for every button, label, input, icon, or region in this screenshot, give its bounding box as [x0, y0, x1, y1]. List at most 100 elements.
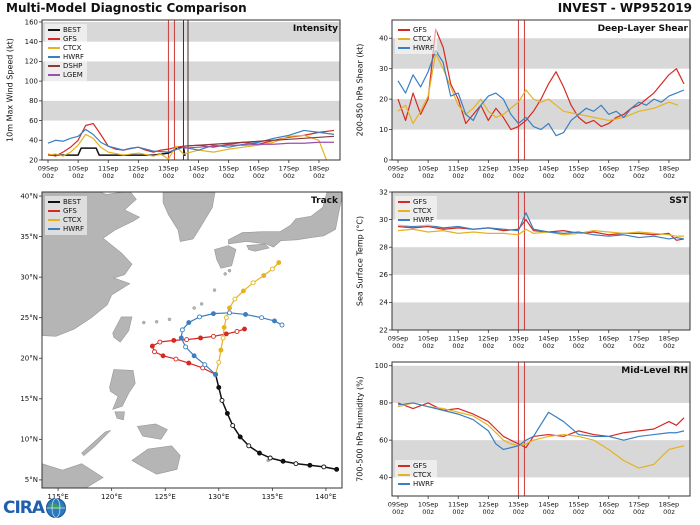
svg-text:00z: 00z [313, 172, 325, 180]
svg-text:11Sep: 11Sep [448, 165, 469, 173]
svg-text:00z: 00z [223, 172, 235, 180]
svg-text:15Sep: 15Sep [218, 165, 239, 173]
svg-text:10: 10 [379, 126, 388, 134]
panel-title-shear: Deep-Layer Shear [597, 24, 688, 34]
sst-y-axis-label: Sea Surface Temp (°C) [355, 215, 365, 307]
svg-text:15Sep: 15Sep [568, 165, 589, 173]
legend-item-HWRF: HWRF [48, 53, 84, 61]
svg-text:14Sep: 14Sep [538, 501, 559, 509]
legend-label: GFS [413, 198, 427, 206]
svg-text:00z: 00z [663, 342, 675, 350]
svg-text:115°E: 115°E [47, 493, 68, 501]
shear-panel: 0 10 20 30 40 09Sep 00z 10Sep 00z 11Sep 00z 12Sep 00… [350, 16, 700, 186]
svg-text:18Sep: 18Sep [659, 501, 680, 509]
svg-text:0: 0 [384, 156, 388, 164]
svg-text:11Sep: 11Sep [98, 165, 119, 173]
page-title: Multi-Model Diagnostic Comparison [6, 1, 247, 15]
svg-text:00z: 00z [573, 508, 585, 516]
svg-text:25°N: 25°N [20, 314, 38, 322]
svg-text:00z: 00z [573, 172, 585, 180]
svg-text:10Sep: 10Sep [418, 501, 439, 509]
intensity-legend: BEST GFS CTCX HWRF DSHP LGEM [45, 24, 88, 81]
svg-text:16Sep: 16Sep [598, 165, 619, 173]
svg-text:13Sep: 13Sep [508, 335, 529, 343]
svg-text:14Sep: 14Sep [538, 335, 559, 343]
legend-item-HWRF: HWRF [398, 480, 434, 488]
legend-swatch [398, 47, 410, 49]
svg-text:26: 26 [379, 271, 388, 279]
svg-text:16Sep: 16Sep [598, 335, 619, 343]
cira-logo-text: CIRA [3, 498, 45, 518]
legend-label: GFS [63, 207, 77, 215]
legend-label: HWRF [63, 225, 85, 233]
svg-text:00z: 00z [482, 172, 494, 180]
legend-label: BEST [63, 26, 81, 34]
legend-swatch [398, 483, 410, 485]
panel-title-track: Track [311, 196, 338, 206]
svg-text:00z: 00z [283, 172, 295, 180]
intensity-plot: 2040608010012014016009Sep00z10Sep00z11Se… [25, 18, 341, 180]
svg-text:00z: 00z [422, 508, 434, 516]
legend-item-GFS: GFS [398, 26, 434, 34]
legend-label: LGEM [63, 71, 83, 79]
shear-y-axis-label: 200-850 hPa Shear (kt) [355, 43, 365, 137]
panel-title-intensity: Intensity [292, 24, 338, 34]
svg-text:00z: 00z [482, 508, 494, 516]
svg-text:17Sep: 17Sep [629, 165, 650, 173]
legend-label: HWRF [413, 44, 435, 52]
svg-text:10Sep: 10Sep [68, 165, 89, 173]
svg-text:13Sep: 13Sep [508, 165, 529, 173]
svg-text:140: 140 [25, 38, 38, 46]
legend-item-CTCX: CTCX [48, 44, 84, 52]
svg-text:00z: 00z [513, 342, 525, 350]
rh-legend: GFS CTCX HWRF [395, 460, 438, 490]
svg-text:11Sep: 11Sep [448, 335, 469, 343]
svg-text:135°E: 135°E [262, 493, 283, 501]
legend-label: CTCX [63, 216, 82, 224]
svg-text:10Sep: 10Sep [418, 165, 439, 173]
svg-text:11Sep: 11Sep [448, 501, 469, 509]
storm-id-title: INVEST - WP952019 [557, 1, 692, 15]
svg-text:00z: 00z [513, 508, 525, 516]
svg-text:80: 80 [29, 97, 38, 105]
svg-text:17Sep: 17Sep [629, 335, 650, 343]
legend-swatch [48, 29, 60, 31]
svg-text:10Sep: 10Sep [418, 335, 439, 343]
svg-text:09Sep: 09Sep [388, 335, 409, 343]
svg-text:120: 120 [25, 58, 38, 66]
legend-label: BEST [63, 198, 81, 206]
svg-text:14Sep: 14Sep [538, 165, 559, 173]
svg-text:00z: 00z [633, 508, 645, 516]
svg-text:100: 100 [25, 77, 38, 85]
rh-plot: 40608010009Sep00z10Sep00z11Sep00z12Sep00… [375, 361, 691, 516]
track-map: 5°N 10°N 15°N 20°N 25°N 30°N 35°N 40°N 115°E 120°… [20, 191, 343, 501]
svg-text:20: 20 [29, 156, 38, 164]
svg-text:00z: 00z [132, 172, 144, 180]
svg-text:18Sep: 18Sep [309, 165, 330, 173]
svg-text:12Sep: 12Sep [478, 501, 499, 509]
legend-swatch [48, 38, 60, 40]
svg-text:00z: 00z [603, 172, 615, 180]
legend-item-BEST: BEST [48, 198, 84, 206]
svg-text:17Sep: 17Sep [629, 501, 650, 509]
svg-text:13Sep: 13Sep [508, 501, 529, 509]
svg-text:35°N: 35°N [20, 233, 38, 241]
svg-text:12Sep: 12Sep [478, 335, 499, 343]
legend-swatch [48, 210, 60, 212]
legend-label: GFS [413, 462, 427, 470]
legend-label: HWRF [63, 53, 85, 61]
legend-swatch [48, 74, 60, 76]
svg-text:15Sep: 15Sep [568, 335, 589, 343]
svg-text:40: 40 [379, 474, 388, 482]
legend-item-LGEM: LGEM [48, 71, 84, 79]
globe-icon [46, 498, 67, 518]
legend-swatch [398, 201, 410, 203]
svg-text:15Sep: 15Sep [568, 501, 589, 509]
panel-title-rh: Mid-Level RH [621, 366, 688, 376]
legend-item-HWRF: HWRF [398, 44, 434, 52]
legend-label: CTCX [413, 471, 432, 479]
svg-text:16Sep: 16Sep [598, 501, 619, 509]
svg-text:80: 80 [379, 399, 388, 407]
track-panel: 5°N 10°N 15°N 20°N 25°N 30°N 35°N 40°N 115°E 120°… [0, 188, 350, 510]
svg-text:00z: 00z [633, 172, 645, 180]
